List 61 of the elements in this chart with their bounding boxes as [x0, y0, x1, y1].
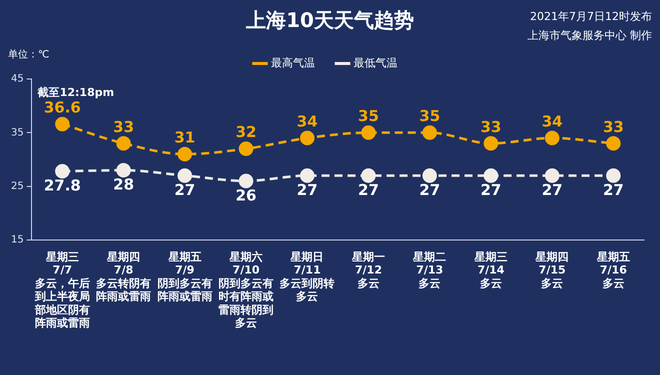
- y-axis-title: 单位：℃: [8, 48, 50, 61]
- data-label: 27: [296, 180, 318, 199]
- y-tick-label: 15: [10, 234, 24, 246]
- data-label: 27: [542, 180, 563, 199]
- point: [300, 168, 314, 183]
- point: [606, 168, 621, 183]
- data-label: 26: [236, 186, 256, 204]
- data-label: 31: [174, 128, 196, 147]
- point: [544, 168, 560, 183]
- point: [116, 162, 131, 178]
- x-tick-label: 星期五 7/16 多云: [596, 250, 630, 290]
- data-label: 28: [113, 176, 134, 194]
- chart-title: 上海10天天气趋势: [245, 8, 414, 32]
- point: [361, 168, 376, 183]
- data-label: 32: [236, 123, 256, 142]
- data-label: 34: [296, 112, 318, 130]
- text: 2021年7月7日12时发布: [530, 10, 652, 23]
- point: [606, 136, 621, 151]
- x-tick-label: 星期二 7/13 多云: [412, 250, 446, 290]
- x-tick-label: 星期四 7/15 多云: [534, 250, 569, 290]
- annotation: 截至12:18pm: [36, 86, 114, 99]
- point: [544, 130, 560, 146]
- legend-label: 最低气温: [354, 56, 398, 70]
- y-tick-label: 35: [10, 127, 24, 138]
- x-tick-label: 星期三 7/7 多云，午后到上半夜局部地区阴有阵雨或雷雨: [34, 250, 90, 330]
- data-label: 33: [480, 118, 502, 136]
- data-label: 27: [419, 180, 440, 199]
- point: [238, 174, 254, 188]
- data-label: 35: [358, 107, 379, 126]
- data-label: 34: [542, 112, 563, 130]
- x-tick-label: 星期日 7/11 多云到阴转多云: [280, 250, 335, 304]
- point: [484, 136, 498, 151]
- data-label: 27: [358, 180, 379, 199]
- point: [300, 130, 314, 146]
- y-tick-label: 25: [10, 180, 24, 192]
- data-label: 33: [602, 118, 624, 136]
- data-label: 27: [174, 180, 196, 199]
- x-tick-label: 星期三 7/14 多云: [473, 250, 508, 290]
- point: [178, 168, 192, 183]
- x-tick-label: 星期六 7/10 阴到多云有时有阵雨或雷雨转阴到多云: [218, 250, 274, 330]
- x-tick-label: 星期五 7/9 阴到多云有阵雨或雷雨: [157, 250, 212, 304]
- data-label: 35: [419, 107, 440, 126]
- x-tick-label: 星期四 7/8 多云转阴有阵雨或雷雨: [96, 250, 152, 304]
- point: [422, 168, 437, 183]
- point: [422, 125, 437, 140]
- x-tick-label: 星期一 7/12 多云: [350, 250, 385, 290]
- point: [55, 164, 70, 179]
- point: [484, 168, 498, 183]
- data-label: 36.6: [44, 98, 81, 116]
- data-label: 27: [602, 180, 624, 199]
- point: [55, 116, 70, 132]
- y-tick-label: 45: [10, 74, 24, 85]
- point: [178, 146, 192, 162]
- data-label: 33: [113, 118, 134, 136]
- legend-label: 最高气温: [271, 56, 315, 70]
- point: [116, 136, 131, 151]
- data-label: 27: [480, 180, 502, 199]
- text: 上海市气象服务中心 制作: [528, 28, 652, 42]
- point: [238, 142, 254, 156]
- data-label: 27.8: [44, 176, 81, 195]
- point: [361, 125, 376, 140]
